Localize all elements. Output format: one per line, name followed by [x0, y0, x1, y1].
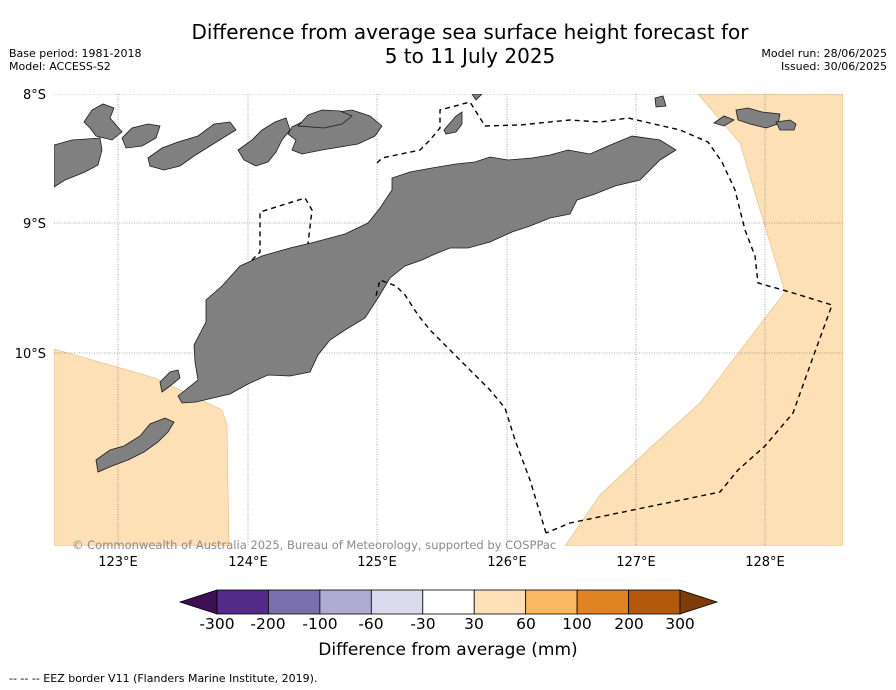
eez-borders — [251, 101, 833, 534]
colorbar-segment — [473, 589, 527, 615]
colorbar-segment — [628, 589, 681, 615]
meta-left: Base period: 1981-2018 Model: ACCESS-S2 — [9, 47, 141, 73]
lon-label-123e: 123°E — [98, 555, 138, 570]
wetar-island — [297, 109, 353, 129]
colorbar-tick-labels: -300 -200 -100 -60 -30 30 60 100 200 300 — [0, 615, 896, 635]
lon-label-127e: 127°E — [616, 555, 656, 570]
kisar-island — [713, 115, 735, 127]
land-masses — [54, 94, 797, 473]
meta-right: Model run: 28/06/2025 Issued: 30/06/2025 — [761, 47, 887, 73]
map-title: Difference from average sea surface heig… — [120, 20, 820, 68]
model-run-text: Model run: 28/06/2025 — [761, 47, 887, 60]
colorbar-extend-low — [178, 589, 218, 615]
rote-island — [95, 417, 175, 473]
atauro-island — [443, 111, 463, 135]
colorbar-tick: 60 — [516, 615, 536, 633]
solor-island — [83, 103, 123, 141]
colorbar — [178, 589, 719, 615]
lat-label-10s: 10°S — [15, 347, 46, 362]
footer-note: -- -- -- EEZ border V11 (Flanders Marine… — [9, 672, 318, 685]
copyright-text: © Commonwealth of Australia 2025, Bureau… — [72, 538, 557, 552]
model-text: Model: ACCESS-S2 — [9, 60, 111, 73]
colorbar-segment — [370, 589, 424, 615]
colorbar-segment — [216, 589, 269, 615]
semau-island — [159, 369, 181, 393]
eez-border-south — [375, 279, 547, 534]
colorbar-tick: 30 — [464, 615, 484, 633]
small-island-north — [654, 95, 667, 108]
colorbar-tick: -100 — [302, 615, 338, 633]
eez-border-east — [376, 101, 833, 534]
timor-island — [177, 135, 677, 404]
lat-label-9s: 9°S — [23, 217, 46, 232]
colorbar-segment — [319, 589, 372, 615]
base-period-text: Base period: 1981-2018 — [9, 47, 142, 60]
colorbar-tick: 300 — [665, 615, 695, 633]
flores-island — [54, 137, 103, 188]
anomaly-region-east — [564, 94, 843, 546]
colorbar-tick: 100 — [562, 615, 592, 633]
small-island-north-2 — [471, 94, 483, 101]
colorbar-segment — [268, 589, 321, 615]
issued-text: Issued: 30/06/2025 — [780, 60, 887, 73]
colorbar-extend-high — [679, 589, 719, 615]
colorbar-tick: -60 — [358, 615, 384, 633]
colorbar-title: Difference from average (mm) — [318, 640, 578, 660]
colorbar-segment — [422, 589, 475, 615]
title-line-1: Difference from average sea surface heig… — [191, 20, 749, 44]
lon-label-128e: 128°E — [745, 555, 785, 570]
lembata-island — [147, 121, 237, 171]
pantar-island — [237, 117, 291, 167]
colorbar-tick: -200 — [250, 615, 286, 633]
colorbar-tick: -300 — [199, 615, 235, 633]
colorbar-segment — [576, 589, 629, 615]
eez-border-oecusse — [251, 197, 313, 261]
colorbar-tick: -30 — [410, 615, 436, 633]
map-area — [54, 94, 843, 546]
title-line-2: 5 to 11 July 2025 — [384, 44, 556, 68]
colorbar-segment — [525, 589, 578, 615]
moa-island — [775, 119, 797, 131]
lon-label-125e: 125°E — [357, 555, 397, 570]
adonara-island — [121, 123, 161, 149]
lon-label-124e: 124°E — [228, 555, 268, 570]
lon-label-126e: 126°E — [487, 555, 527, 570]
colorbar-tick: 200 — [614, 615, 644, 633]
lat-label-8s: 8°S — [23, 88, 46, 103]
